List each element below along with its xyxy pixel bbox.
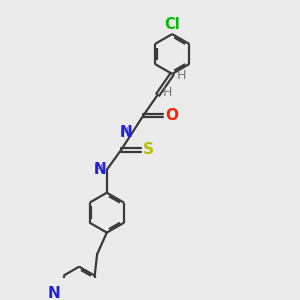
Text: N: N [94, 162, 107, 177]
Text: H: H [94, 163, 104, 176]
Text: H: H [177, 69, 186, 82]
Text: H: H [120, 126, 129, 139]
Text: H: H [163, 86, 172, 99]
Text: N: N [48, 286, 61, 300]
Text: O: O [165, 108, 178, 123]
Text: Cl: Cl [164, 17, 180, 32]
Text: S: S [143, 142, 154, 157]
Text: N: N [119, 125, 132, 140]
